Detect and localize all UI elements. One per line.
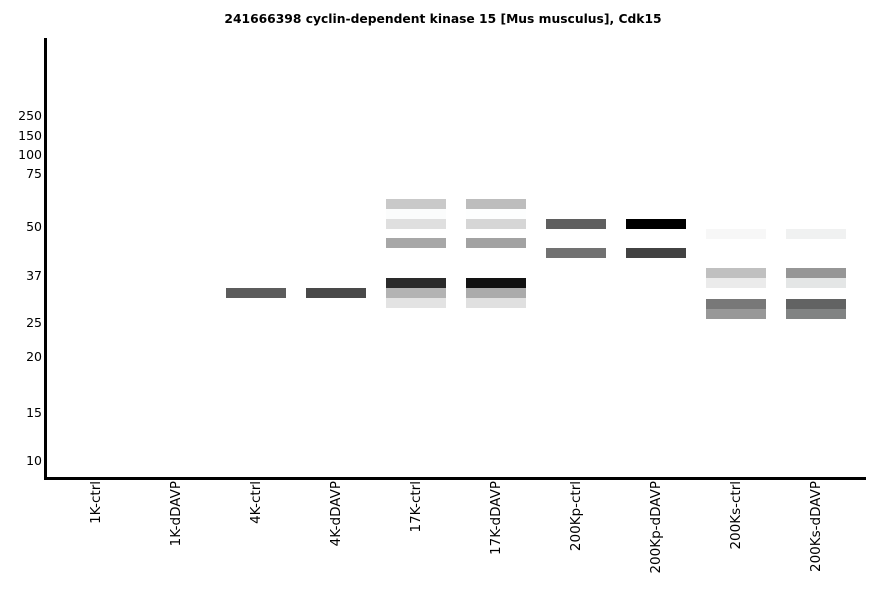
lane-label: 200Kp-ctrl — [568, 481, 584, 552]
protein-band — [786, 309, 846, 319]
protein-band — [786, 299, 846, 309]
protein-band — [466, 209, 526, 219]
lane-label: 200Kp-dDAVP — [648, 481, 664, 574]
protein-band — [786, 268, 846, 278]
mw-tick-label: 250 — [18, 108, 42, 123]
lane-label: 200Ks-ctrl — [728, 481, 744, 550]
lane-label: 17K-dDAVP — [488, 481, 504, 555]
protein-band — [786, 229, 846, 239]
mw-tick-label: 15 — [26, 405, 42, 420]
lane-label: 17K-ctrl — [408, 481, 424, 533]
protein-band — [306, 288, 366, 298]
mw-tick-label: 20 — [26, 349, 42, 364]
protein-band — [466, 298, 526, 308]
protein-band — [626, 248, 686, 258]
protein-band — [706, 229, 766, 239]
protein-band — [706, 278, 766, 288]
lane-label: 200Ks-dDAVP — [808, 481, 824, 572]
protein-band — [706, 268, 766, 278]
mw-tick-label: 150 — [18, 128, 42, 143]
mw-tick-label: 37 — [26, 268, 42, 283]
protein-band — [466, 288, 526, 298]
protein-band — [466, 219, 526, 229]
y-axis-line — [44, 38, 47, 480]
lane-label: 1K-dDAVP — [168, 481, 184, 547]
mw-tick-label: 75 — [26, 166, 42, 181]
protein-band — [466, 199, 526, 209]
mw-tick-label: 25 — [26, 315, 42, 330]
mw-tick-label: 50 — [26, 219, 42, 234]
x-axis-line — [44, 477, 866, 480]
protein-band — [546, 219, 606, 229]
protein-band — [626, 219, 686, 229]
lane-label: 4K-dDAVP — [328, 481, 344, 547]
protein-band — [786, 278, 846, 288]
protein-band — [466, 278, 526, 288]
lane-label: 1K-ctrl — [88, 481, 104, 524]
protein-band — [546, 248, 606, 258]
protein-band — [386, 209, 446, 219]
protein-band — [386, 219, 446, 229]
protein-band — [706, 299, 766, 309]
mw-tick-label: 10 — [26, 453, 42, 468]
protein-band — [386, 288, 446, 298]
figure-title: 241666398 cyclin-dependent kinase 15 [Mu… — [224, 12, 662, 26]
protein-band — [386, 238, 446, 248]
protein-band — [466, 238, 526, 248]
protein-band — [226, 288, 286, 298]
protein-band — [706, 309, 766, 319]
mw-tick-label: 100 — [18, 147, 42, 162]
protein-band — [386, 298, 446, 308]
lane-label: 4K-ctrl — [248, 481, 264, 524]
protein-band — [386, 278, 446, 288]
protein-band — [386, 199, 446, 209]
